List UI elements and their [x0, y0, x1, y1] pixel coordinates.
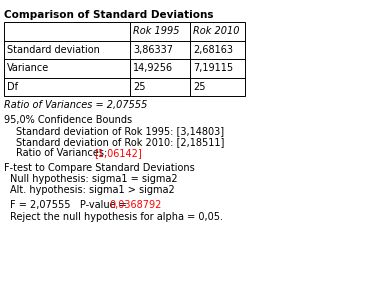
- Text: 25: 25: [193, 82, 205, 92]
- Text: Variance: Variance: [7, 63, 49, 73]
- Text: 95,0% Confidence Bounds: 95,0% Confidence Bounds: [4, 115, 132, 125]
- Text: Standard deviation of Rok 2010: [2,18511]: Standard deviation of Rok 2010: [2,18511…: [16, 137, 224, 147]
- Text: F-test to Compare Standard Deviations: F-test to Compare Standard Deviations: [4, 163, 195, 173]
- Text: Standard deviation of Rok 1995: [3,14803]: Standard deviation of Rok 1995: [3,14803…: [16, 126, 224, 136]
- Text: Rok 1995: Rok 1995: [133, 26, 180, 36]
- Text: 2,68163: 2,68163: [193, 45, 233, 55]
- Text: 7,19115: 7,19115: [193, 63, 233, 73]
- Text: Rok 2010: Rok 2010: [193, 26, 240, 36]
- Bar: [4, 22, 245, 96]
- Text: Alt. hypothesis: sigma1 > sigma2: Alt. hypothesis: sigma1 > sigma2: [10, 185, 175, 195]
- Text: 25: 25: [133, 82, 146, 92]
- Text: Ratio of Variances:: Ratio of Variances:: [16, 148, 110, 158]
- Text: Df: Df: [7, 82, 18, 92]
- Text: 14,9256: 14,9256: [133, 63, 173, 73]
- Text: Null hypothesis: sigma1 = sigma2: Null hypothesis: sigma1 = sigma2: [10, 174, 178, 184]
- Text: 3,86337: 3,86337: [133, 45, 173, 55]
- Text: F = 2,07555   P-value =: F = 2,07555 P-value =: [10, 200, 130, 210]
- Text: [1,06142]: [1,06142]: [94, 148, 142, 158]
- Text: Standard deviation: Standard deviation: [7, 45, 100, 55]
- Text: Ratio of Variances = 2,07555: Ratio of Variances = 2,07555: [4, 100, 147, 110]
- Text: Comparison of Standard Deviations: Comparison of Standard Deviations: [4, 10, 213, 20]
- Text: 0,0368792: 0,0368792: [109, 200, 161, 210]
- Text: Reject the null hypothesis for alpha = 0,05.: Reject the null hypothesis for alpha = 0…: [10, 212, 223, 222]
